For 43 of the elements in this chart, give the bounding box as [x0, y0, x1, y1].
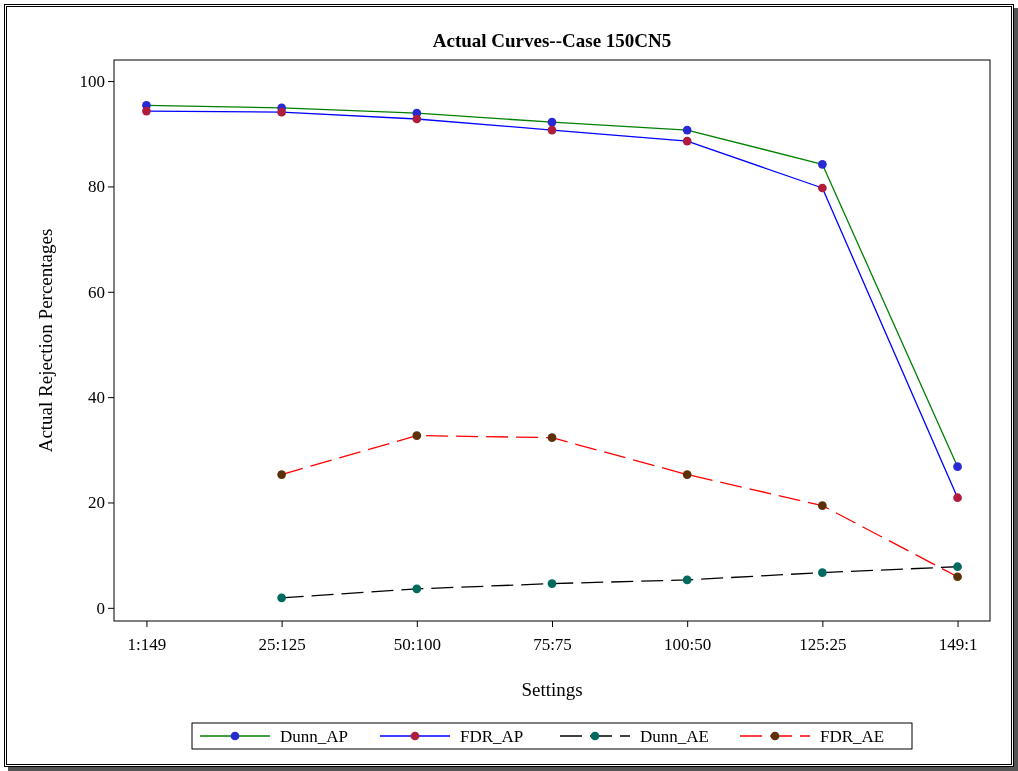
y-tick-label: 80 — [88, 177, 105, 197]
y-tick-label: 20 — [88, 493, 105, 513]
point — [682, 136, 692, 146]
x-tick-label: 50:100 — [393, 635, 441, 655]
point — [818, 159, 827, 169]
x-tick-label: 25:125 — [258, 635, 306, 655]
point — [547, 579, 557, 588]
legend-label: FDR_AP — [460, 727, 524, 746]
point — [412, 114, 422, 124]
point — [953, 493, 962, 503]
point — [682, 125, 692, 135]
chart-title: Actual Curves--Case 150CN5 — [432, 30, 672, 51]
x-tick-label: 125:25 — [799, 635, 847, 655]
y-axis-title: Actual Rejection Percentages — [35, 228, 56, 453]
x-tick-label: 75:75 — [533, 635, 572, 655]
point — [953, 572, 962, 582]
y-tick-label: 0 — [96, 598, 105, 618]
point — [682, 470, 692, 479]
point — [818, 568, 827, 577]
legend-label: FDR_AE — [820, 727, 885, 746]
point — [277, 593, 286, 603]
point — [953, 562, 962, 572]
point — [412, 584, 422, 594]
point — [547, 117, 557, 127]
legend-label: Dunn_AP — [280, 727, 349, 746]
point — [953, 462, 962, 472]
point — [547, 433, 557, 443]
y-tick-label: 60 — [88, 282, 105, 302]
x-tick-label: 1:149 — [127, 635, 167, 655]
point — [682, 575, 692, 585]
point — [818, 183, 827, 193]
point — [142, 106, 151, 116]
x-tick-label: 100:50 — [664, 635, 712, 655]
x-axis-title: Settings — [521, 679, 583, 700]
point — [818, 501, 827, 510]
y-tick-label: 100 — [79, 72, 105, 92]
point — [277, 470, 286, 479]
point — [277, 107, 286, 117]
point — [547, 125, 557, 135]
y-tick-label: 40 — [88, 388, 105, 408]
legend-label: Dunn_AE — [640, 727, 709, 746]
point — [412, 431, 422, 440]
x-tick-label: 149:1 — [938, 635, 978, 655]
